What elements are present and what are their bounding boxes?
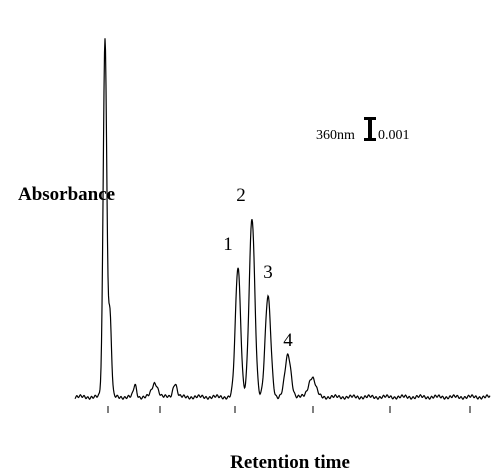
scale-bar-cap [364,138,376,141]
x-axis-label: Retention time [230,452,350,472]
x-ticks [107,406,471,413]
scale-bar-cap [364,117,376,120]
wavelength-label: 360nm [316,128,355,143]
scale-bar [368,118,372,140]
peak-label: 4 [283,330,293,351]
peak-label: 1 [223,234,233,255]
peak-label: 2 [236,185,246,206]
y-axis-label: Absorbance [18,184,115,205]
peak-label: 3 [263,262,273,283]
scale-bar-value: 0.001 [378,128,410,143]
trace [74,38,491,400]
